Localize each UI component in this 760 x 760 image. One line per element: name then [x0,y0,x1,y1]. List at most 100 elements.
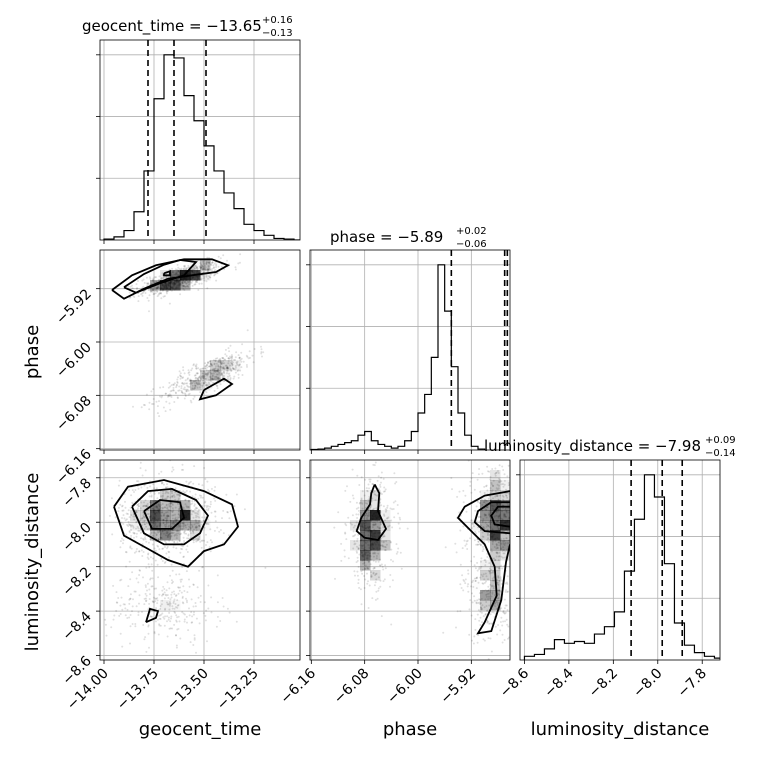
tick-label-x-phase: −6.08 [331,666,373,708]
scatter-dot [515,537,517,539]
scatter-dot [222,357,225,360]
scatter-dot [210,268,212,271]
scatter-dot [185,597,187,600]
scatter-dot [191,387,194,390]
density-cell [170,280,181,291]
scatter-dot [167,503,170,506]
scatter-dot [214,269,217,272]
scatter-dot [514,497,516,499]
scatter-dot [494,540,497,543]
scatter-dot [187,377,189,380]
scatter-dot [193,395,196,398]
scatter-dot [207,518,209,521]
scatter-dot [200,367,203,370]
scatter-dot [491,584,494,587]
scatter-dot [511,561,513,563]
scatter-dot [486,506,489,508]
scatter-dot [166,532,169,535]
scatter-dot [517,534,519,536]
scatter-dot [475,505,478,508]
scatter-dot [182,383,185,386]
scatter-dot [190,611,193,614]
scatter-dot [180,267,183,270]
scatter-dot [199,540,202,543]
scatter-dot [143,515,146,518]
scatter-dot [486,528,489,531]
scatter-dot [226,366,229,369]
scatter-dot [155,549,157,552]
scatter-dot [532,557,534,559]
scatter-dot [149,615,152,618]
scatter-dot [505,488,507,491]
scatter-dot [177,516,180,519]
scatter-dot [498,544,501,547]
scatter-dot [374,523,377,526]
scatter-dot [156,290,159,293]
scatter-dot [206,287,209,290]
density-cell [170,270,181,281]
scatter-dot [145,650,148,653]
scatter-dot [222,509,225,512]
scatter-dot [230,361,233,364]
scatter-dot [371,552,374,555]
scatter-dot [184,379,187,382]
scatter-dot [148,598,151,600]
scatter-dot [488,572,491,575]
scatter-dot [210,363,213,366]
scatter-dot [135,550,138,553]
scatter-dot [367,509,370,512]
scatter-dot [203,277,205,280]
scatter-dot [216,369,219,372]
scatter-dot [206,364,208,367]
scatter-dot [352,535,354,538]
scatter-dot [374,499,377,502]
density-cell [160,600,171,611]
scatter-dot [137,503,140,506]
scatter-dot [360,476,363,479]
scatter-dot [203,264,206,267]
scatter-dot [225,367,228,370]
scatter-dot [180,532,182,535]
scatter-dot [187,500,190,503]
scatter-dot [180,578,183,581]
scatter-dot [195,367,198,370]
scatter-dot [376,526,379,528]
scatter-dot [224,358,227,361]
scatter-dot [188,280,191,283]
scatter-dot [514,587,516,589]
density-cell [140,500,151,511]
scatter-dot [187,505,190,508]
scatter-dot [134,590,137,593]
scatter-dot [182,585,185,588]
scatter-dot [176,529,179,532]
scatter-dot [503,612,506,615]
scatter-dot [514,546,516,548]
scatter-dot [207,381,210,384]
scatter-dot [161,511,164,514]
scatter-dot [367,513,370,516]
scatter-dot [136,511,138,513]
scatter-dot [201,379,204,382]
scatter-dot [164,392,167,395]
scatter-dot [163,524,166,526]
scatter-dot [122,539,125,542]
scatter-dot [182,555,185,558]
scatter-dot [229,368,232,371]
tick-label-x-geocent-time: −13.75 [114,666,162,714]
scatter-dot [182,556,185,558]
scatter-dot [399,551,402,554]
scatter-dot [506,575,509,578]
scatter-dot [503,483,506,486]
scatter-dot [514,490,516,492]
scatter-dot [199,378,202,381]
scatter-dot [140,406,143,409]
scatter-dot [214,378,217,381]
scatter-dot [380,481,382,484]
scatter-dot [518,585,520,587]
hist-panel-luminosity-distance [516,459,721,661]
scatter-dot [380,540,383,543]
scatter-dot [174,487,177,490]
scatter-dot [490,550,493,553]
scatter-dot [122,603,125,606]
tick-label-y-luminosity-distance: −8.2 [59,564,94,599]
